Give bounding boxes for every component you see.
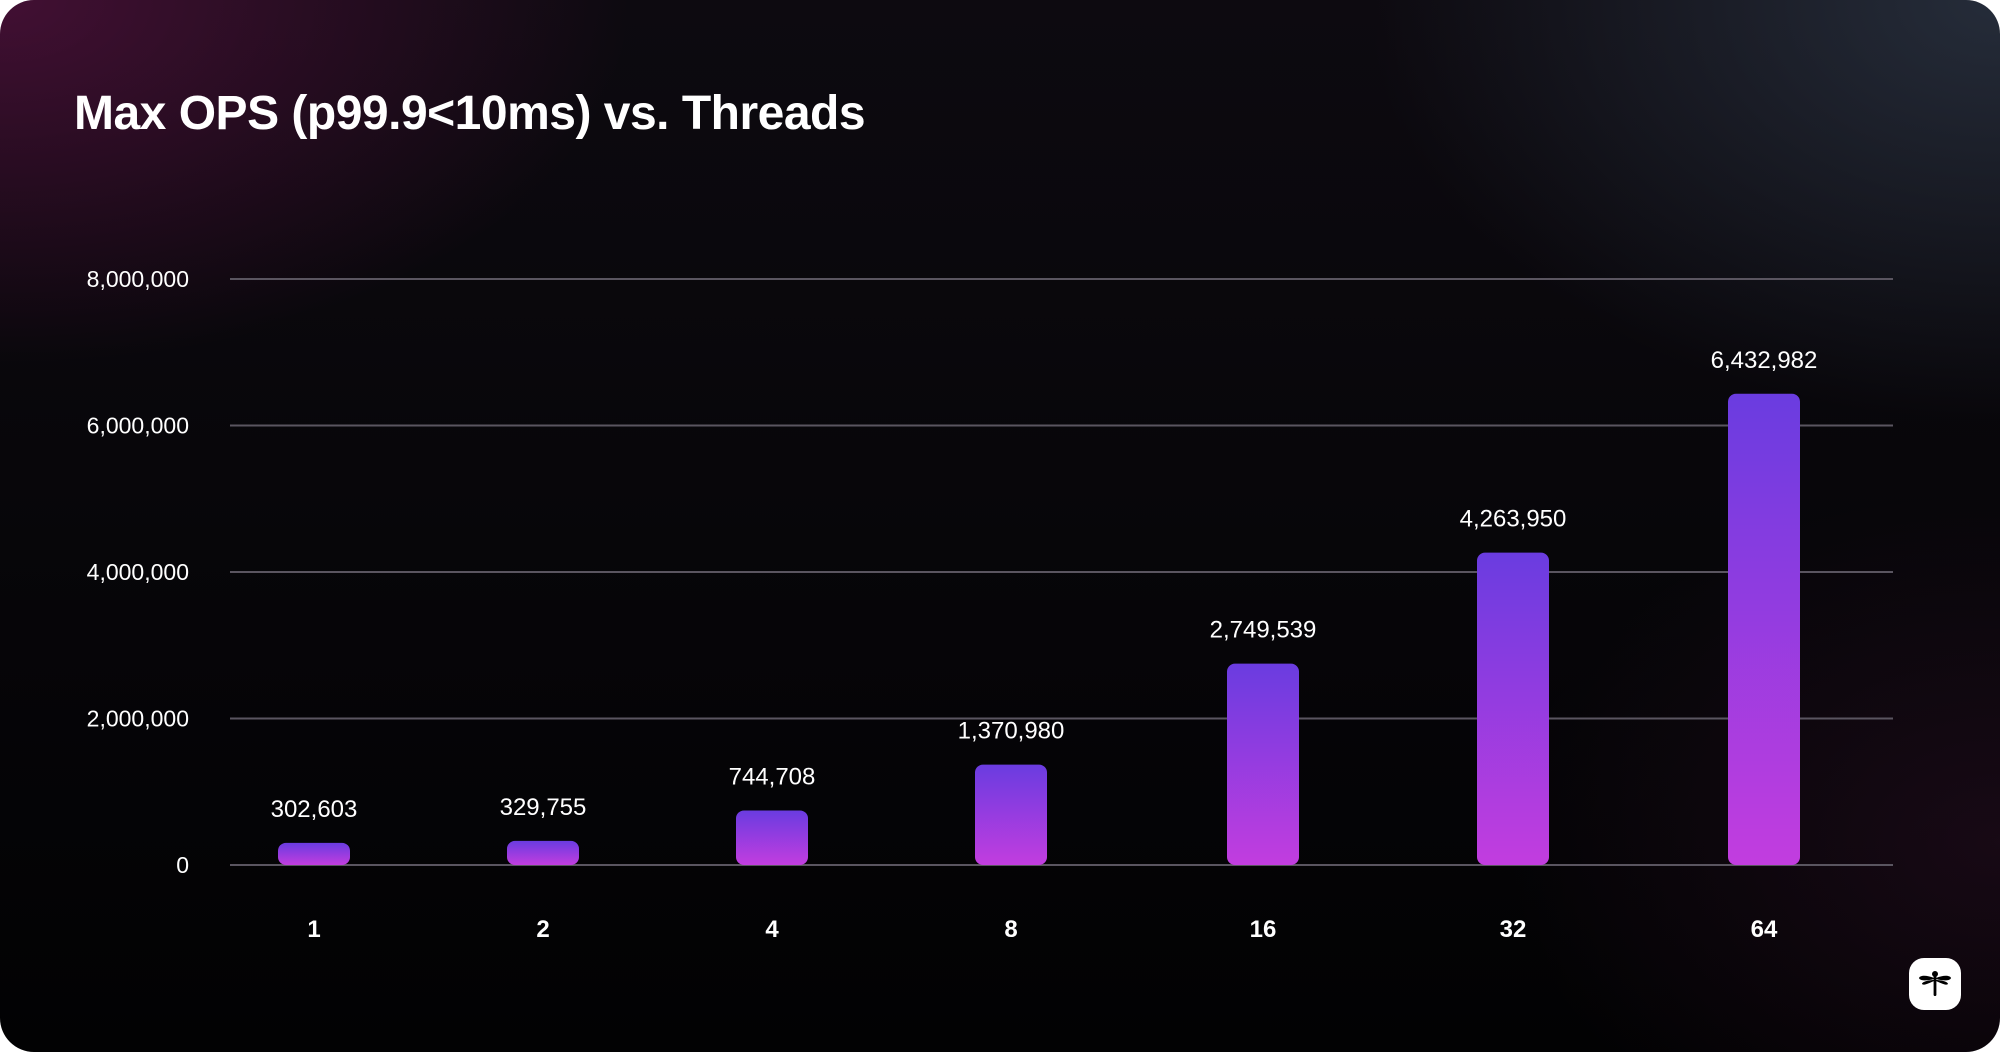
- bar: [1728, 393, 1800, 865]
- bar: [736, 810, 808, 865]
- x-tick-label: 4: [765, 916, 779, 943]
- bar-value-label: 329,755: [500, 794, 587, 821]
- x-tick-label: 16: [1250, 916, 1277, 943]
- bar-value-label: 4,263,950: [1460, 506, 1567, 533]
- x-tick-label: 64: [1751, 916, 1778, 943]
- bar-value-label: 744,708: [729, 763, 816, 790]
- y-tick-label: 2,000,000: [87, 706, 189, 732]
- dragonfly-logo: [1909, 958, 1961, 1010]
- x-tick-label: 8: [1004, 916, 1017, 943]
- chart-title: Max OPS (p99.9<10ms) vs. Threads: [74, 87, 866, 140]
- y-tick-label: 6,000,000: [87, 413, 189, 439]
- bar-value-label: 2,749,539: [1210, 617, 1317, 644]
- x-tick-label: 1: [307, 916, 320, 943]
- y-tick-label: 8,000,000: [87, 266, 189, 292]
- y-tick-label: 0: [176, 852, 189, 878]
- y-tick-label: 4,000,000: [87, 559, 189, 585]
- bar: [1227, 663, 1299, 865]
- bar: [1477, 552, 1549, 865]
- bar: [507, 840, 579, 865]
- x-tick-label: 2: [536, 916, 549, 943]
- bar-value-label: 302,603: [271, 796, 358, 823]
- bar: [975, 764, 1047, 865]
- dragonfly-icon: [1919, 971, 1951, 996]
- bar: [278, 842, 350, 865]
- bar-value-label: 1,370,980: [958, 718, 1065, 745]
- bar-value-label: 6,432,982: [1711, 347, 1818, 374]
- x-tick-label: 32: [1500, 916, 1527, 943]
